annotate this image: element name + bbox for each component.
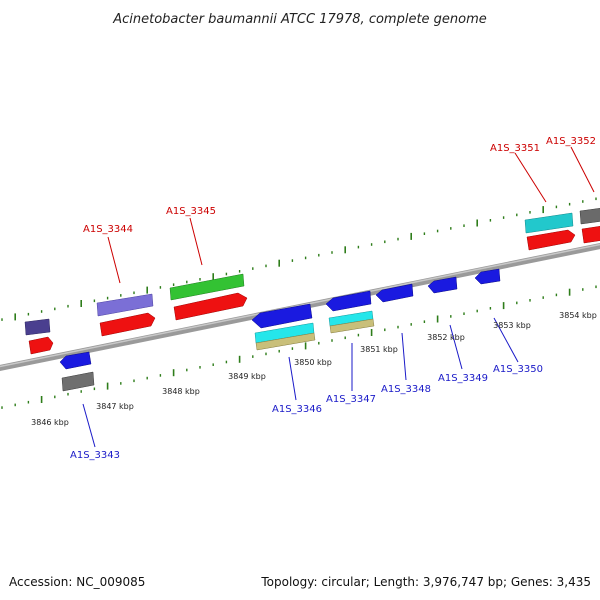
- gene-label: A1S_3347: [326, 394, 376, 405]
- kbp-label: 3854 kbp: [559, 311, 597, 320]
- forward-tick-track: [1, 197, 597, 321]
- cog-box-3352: [579, 208, 600, 225]
- gene-label: A1S_3351: [490, 143, 540, 154]
- gene-label: A1S_3352: [546, 136, 596, 147]
- gene-label: A1S_3350: [493, 364, 543, 375]
- cog-box-3347b: [329, 318, 375, 334]
- cog-box-3351: [524, 212, 574, 234]
- label-leader-lines: [82, 146, 595, 448]
- gene-arrow-3345: [173, 292, 248, 321]
- cog-box-3345: [169, 273, 245, 301]
- kbp-label: 3850 kbp: [294, 358, 332, 367]
- gene-label: A1S_3349: [438, 373, 488, 384]
- gene-arrow-3343: [59, 351, 92, 370]
- cog-box-3346b: [255, 332, 316, 351]
- gene-arrow-3351: [526, 229, 576, 251]
- gene-arrow-3349: [427, 276, 458, 294]
- kbp-label: 3853 kbp: [493, 321, 531, 330]
- reverse-tick-track: [1, 285, 597, 409]
- gene-labels: A1S_3344 A1S_3345 A1S_3351 A1S_3352 A1S_…: [70, 136, 596, 461]
- gene-arrow-3347: [325, 290, 372, 312]
- gene-arrow-3348: [375, 283, 414, 303]
- kbp-label: 3848 kbp: [162, 387, 200, 396]
- kbp-label: 3847 kbp: [96, 402, 134, 411]
- gene-arrow-3344a: [28, 336, 54, 355]
- kbp-labels: 3846 kbp 3847 kbp 3848 kbp 3849 kbp 3850…: [31, 311, 597, 427]
- topology-text: Topology: circular; Length: 3,976,747 bp…: [260, 575, 591, 589]
- cog-box-3344: [24, 318, 51, 336]
- gene-label: A1S_3348: [381, 384, 431, 395]
- kbp-label: 3849 kbp: [228, 372, 266, 381]
- gene-label: A1S_3344: [83, 224, 133, 235]
- gene-arrow-3346: [251, 303, 313, 329]
- gene-arrow-3344: [99, 312, 156, 337]
- gene-label: A1S_3346: [272, 404, 322, 415]
- gene-arrow-3352: [581, 226, 600, 244]
- accession-text: Accession: NC_009085: [9, 575, 145, 589]
- map-title: Acinetobacter baumannii ATCC 17978, comp…: [112, 12, 487, 27]
- cog-box-3343: [61, 371, 95, 392]
- kbp-label: 3851 kbp: [360, 345, 398, 354]
- gene-arrow-3350: [474, 268, 501, 285]
- gene-label: A1S_3345: [166, 206, 216, 217]
- gene-features: [24, 208, 600, 392]
- cog-box-3344b: [96, 293, 154, 317]
- gene-label: A1S_3343: [70, 450, 120, 461]
- kbp-label: 3852 kbp: [427, 333, 465, 342]
- kbp-label: 3846 kbp: [31, 418, 69, 427]
